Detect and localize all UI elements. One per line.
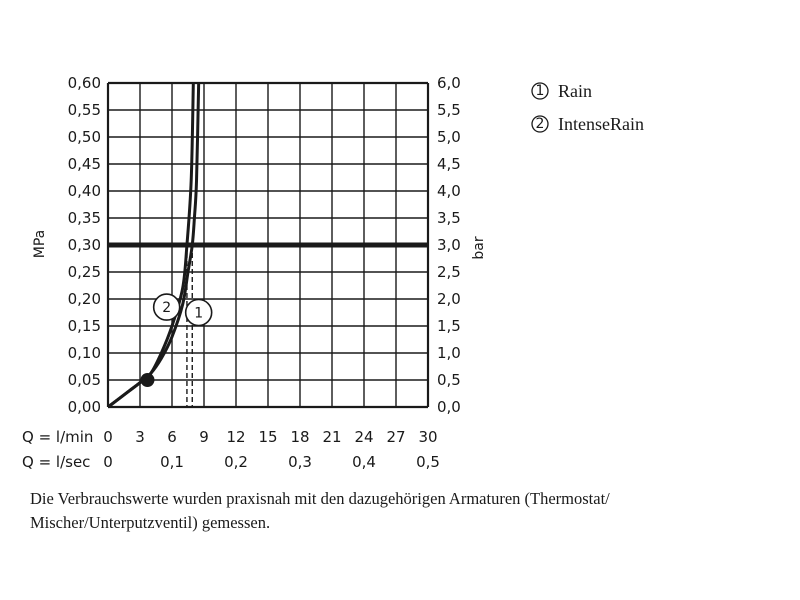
legend-symbol — [531, 115, 549, 133]
caption: Die Verbrauchswerte wurden praxisnah mit… — [30, 487, 770, 535]
y-axis-right-ticks: 0,0 0,5 1,0 1,5 2,0 2,5 3,0 3,5 4,0 4,5 5,0 5,5 6,0 — [437, 74, 461, 416]
marker-point — [140, 373, 155, 387]
y-right-tick-label: 1,5 — [437, 317, 461, 335]
x-tick-label: 0,1 — [160, 453, 184, 471]
x-tick-label: 6 — [167, 428, 177, 446]
y-left-tick-label: 0,35 — [68, 209, 101, 227]
x-tick-label: 27 — [386, 428, 405, 446]
x-tick-label: 0,3 — [288, 453, 312, 471]
x-tick-label: 0,4 — [352, 453, 376, 471]
y-left-tick-label: 0,15 — [68, 317, 101, 335]
y-right-tick-label: 3,5 — [437, 209, 461, 227]
y-left-tick-label: 0,05 — [68, 371, 101, 389]
pressure-flow-chart: 12 0,000,050,100,150,200,250,300,350,400… — [22, 74, 644, 471]
y-axis-left-title: MPa — [32, 230, 48, 258]
y-left-tick-label: 0,60 — [68, 74, 101, 92]
x-tick-label: 15 — [258, 428, 277, 446]
y-axis-right-title: bar — [471, 236, 487, 259]
legend-symbol-label: 2 — [536, 116, 545, 132]
x-tick-label: 18 — [290, 428, 309, 446]
series-line-intenserain — [107, 82, 195, 409]
y-right-tick-label: 0,0 — [437, 398, 461, 416]
y-left-tick-label: 0,50 — [68, 128, 101, 146]
legend-label: Rain — [558, 81, 592, 101]
x-row-label: Q = l/sec — [22, 453, 90, 471]
caption-line-2: Mischer/Unterputzventil) gemessen. — [30, 513, 271, 532]
legend: 1 Rain 2 IntenseRain — [531, 81, 644, 134]
x-tick-label: 12 — [226, 428, 245, 446]
x-tick-label: 24 — [354, 428, 373, 446]
caption-line-1: Die Verbrauchswerte wurden praxisnah mit… — [30, 489, 610, 508]
y-left-tick-label: 0,20 — [68, 290, 101, 308]
y-right-tick-label: 3,0 — [437, 236, 461, 254]
series-layer: 12 — [107, 82, 213, 409]
y-right-tick-label: 5,5 — [437, 101, 461, 119]
y-left-tick-label: 0,40 — [68, 182, 101, 200]
x-tick-label: 21 — [322, 428, 341, 446]
y-right-tick-label: 0,5 — [437, 371, 461, 389]
x-tick-label: 0 — [103, 453, 113, 471]
y-left-tick-label: 0,45 — [68, 155, 101, 173]
x-tick-label: 0,2 — [224, 453, 248, 471]
x-tick-label: 3 — [135, 428, 145, 446]
legend-label: IntenseRain — [558, 114, 644, 134]
x-row-label: Q = l/min — [22, 428, 93, 446]
series-badge-intenserain — [152, 293, 181, 321]
y-left-tick-label: 0,25 — [68, 263, 101, 281]
x-tick-label: 0 — [103, 428, 113, 446]
y-axis-left-ticks: 0,00 0,05 0,10 0,15 0,20 0,25 0,30 0,35 0,40 0,45… — [68, 74, 101, 416]
x-tick-label: 0,5 — [416, 453, 440, 471]
y-left-tick-label: 0,10 — [68, 344, 101, 362]
y-right-tick-label: 1,0 — [437, 344, 461, 362]
y-right-tick-label: 4,0 — [437, 182, 461, 200]
series-badge-label: 2 — [162, 300, 171, 316]
series-badge-label: 1 — [194, 306, 203, 322]
y-right-tick-label: 2,5 — [437, 263, 461, 281]
y-left-tick-label: 0,55 — [68, 101, 101, 119]
x-tick-label: 30 — [418, 428, 437, 446]
y-right-tick-label: 2,0 — [437, 290, 461, 308]
y-left-tick-label: 0,30 — [68, 236, 101, 254]
y-right-tick-label: 6,0 — [437, 74, 461, 92]
legend-symbol — [531, 82, 549, 100]
y-left-tick-label: 0,00 — [68, 398, 101, 416]
legend-symbol-label: 1 — [536, 83, 545, 99]
y-right-tick-label: 4,5 — [437, 155, 461, 173]
x-axis-ticks: Q = l/min 0 3 6 9 12 15 18 21 24 27 30 Q = l/sec 0 0,1… — [22, 428, 440, 471]
y-right-tick-label: 5,0 — [437, 128, 461, 146]
series-badge-rain — [184, 298, 213, 327]
x-tick-label: 9 — [199, 428, 209, 446]
